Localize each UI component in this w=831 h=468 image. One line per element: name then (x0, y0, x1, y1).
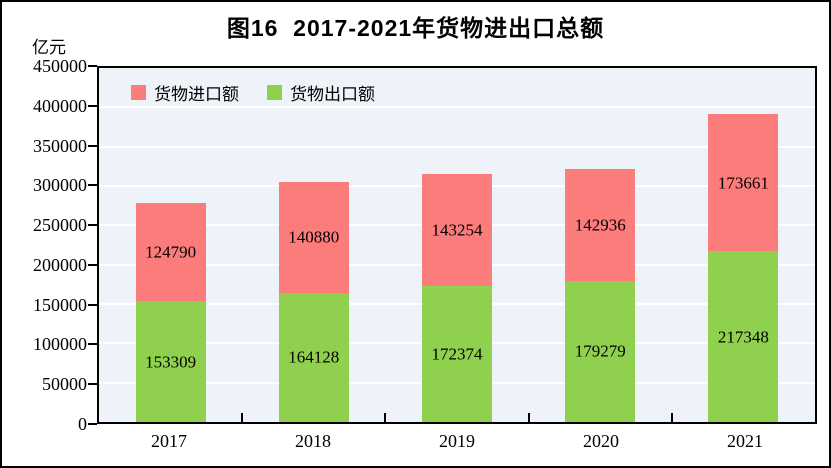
plot-area: 货物进口额 货物出口额 153309 124790 164128 140880 1723… (97, 66, 817, 424)
y-axis-tick-label: 450000 (33, 56, 87, 76)
bar-segment-exports (278, 292, 349, 422)
exports-legend-swatch-icon (267, 85, 282, 100)
exports-value-label: 179279 (574, 341, 626, 361)
imports-value-label: 140880 (288, 227, 340, 247)
x-axis-boundary-tick (241, 413, 244, 422)
bar-segment-imports (422, 173, 492, 287)
imports-value-label: 142936 (574, 215, 626, 235)
y-axis-tick (88, 224, 97, 227)
imports-value-label: 173661 (717, 173, 769, 193)
gridline (99, 106, 815, 109)
y-axis-tick (88, 263, 97, 266)
bar-segment-imports (565, 168, 636, 281)
x-axis-tick-label: 2020 (583, 431, 619, 451)
y-axis-tick-label: 50000 (42, 374, 87, 395)
y-axis-tick-label: 300000 (33, 175, 87, 196)
y-axis-tick-label: 350000 (33, 135, 87, 156)
y-axis-tick (88, 144, 97, 147)
y-axis-tick-label: 100000 (33, 334, 87, 355)
exports-value-label: 164128 (288, 347, 340, 367)
y-axis-tick-label: 400000 (33, 95, 87, 116)
y-axis-unit-label: 亿元 (32, 38, 66, 57)
y-axis-tick-label: 200000 (33, 254, 87, 275)
bar-segment-imports (278, 182, 349, 293)
y-axis-tick (88, 303, 97, 306)
x-axis-tick-label: 2018 (295, 431, 331, 451)
x-axis-tick-label: 2021 (727, 431, 763, 451)
x-axis-boundary-tick (670, 413, 673, 422)
chart-title: 图16 2017-2021年货物进出口总额 (226, 15, 605, 41)
x-axis-boundary-tick (527, 413, 530, 422)
legend: 货物进口额 货物出口额 (131, 80, 375, 105)
y-axis-tick (88, 184, 97, 187)
y-axis-tick-label: 250000 (33, 215, 87, 236)
imports-value-label: 143254 (431, 220, 483, 240)
bar-segment-exports (565, 280, 636, 422)
legend-item-imports: 货物进口额 (131, 80, 239, 105)
bar-segment-imports (135, 203, 206, 302)
x-axis-boundary-tick (384, 413, 387, 422)
y-axis-tick (88, 104, 97, 107)
exports-value-label: 153309 (145, 352, 197, 372)
bar-segment-exports (422, 286, 492, 422)
y-axis-tick (88, 383, 97, 386)
x-axis-tick-label: 2017 (151, 431, 187, 451)
imports-value-label: 124790 (145, 242, 197, 262)
y-axis-tick (88, 343, 97, 346)
y-axis-tick (88, 65, 97, 67)
legend-label-exports: 货物出口额 (290, 85, 375, 104)
exports-value-label: 172374 (431, 344, 483, 364)
legend-label-imports: 货物进口额 (154, 85, 239, 104)
y-axis-tick-label: 0 (78, 414, 87, 434)
gridline (99, 145, 815, 148)
legend-item-exports: 货物出口额 (267, 80, 375, 105)
exports-value-label: 217348 (717, 327, 769, 347)
bar-segment-exports (708, 251, 779, 422)
y-axis-tick (88, 423, 97, 425)
x-axis-tick-label: 2019 (439, 431, 475, 451)
bar-segment-exports (135, 301, 206, 422)
imports-legend-swatch-icon (131, 85, 146, 100)
bar-segment-imports (708, 114, 779, 252)
y-axis-tick-label: 150000 (33, 294, 87, 315)
